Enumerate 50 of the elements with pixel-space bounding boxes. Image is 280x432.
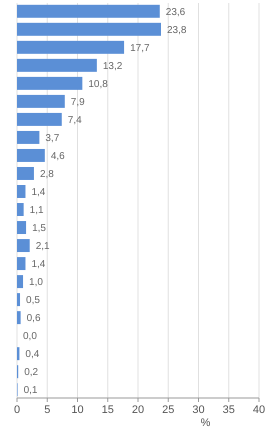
bar [17,293,20,306]
x-tick-label: 5 [44,404,50,416]
bar [17,185,26,198]
bar [17,4,160,18]
x-tick-label: 25 [162,404,174,416]
x-tick-label: 10 [71,404,84,416]
bar [17,221,26,234]
bar [17,130,40,144]
data-label: 3,7 [45,132,60,144]
data-label: 0,4 [25,349,40,360]
bar [17,166,34,180]
x-tick-label: 35 [222,404,235,416]
data-label: 2,1 [36,241,50,252]
bar [17,257,26,270]
bar [17,112,62,126]
bar [17,148,45,162]
data-label: 2,8 [40,168,54,180]
data-label: 1,4 [31,259,46,270]
x-tick-label: 0 [14,404,20,416]
bar [17,22,161,36]
data-label: 7,9 [70,96,86,108]
data-label: 0,1 [24,385,38,396]
bar [17,76,82,90]
data-label: 0,2 [24,367,39,378]
bar [17,275,24,288]
bar [17,239,30,252]
data-label: 0,5 [26,295,40,306]
bar [17,203,24,216]
data-label: 23,8 [166,24,187,36]
data-label: 17,7 [130,42,150,54]
x-axis-title: % [200,417,211,429]
bar [17,58,97,72]
data-label: 13,2 [102,60,123,72]
x-tick-label: 20 [132,404,144,416]
data-label: 10,8 [88,78,108,90]
data-label: 0,0 [23,331,38,342]
data-label: 7,4 [68,114,82,126]
bar [17,94,65,108]
x-tick-label: 30 [192,404,205,416]
data-label: 1,0 [29,277,44,288]
bar [17,311,21,324]
data-label: 0,6 [26,313,41,324]
data-label: 1,1 [30,205,44,216]
x-tick-label: 40 [252,404,266,416]
data-label: 4,6 [50,150,66,162]
bar [17,40,124,54]
data-label: 23,6 [166,6,186,18]
data-label: 1,4 [31,186,46,198]
x-tick-label: 15 [102,404,114,416]
data-label: 1,5 [32,223,46,234]
